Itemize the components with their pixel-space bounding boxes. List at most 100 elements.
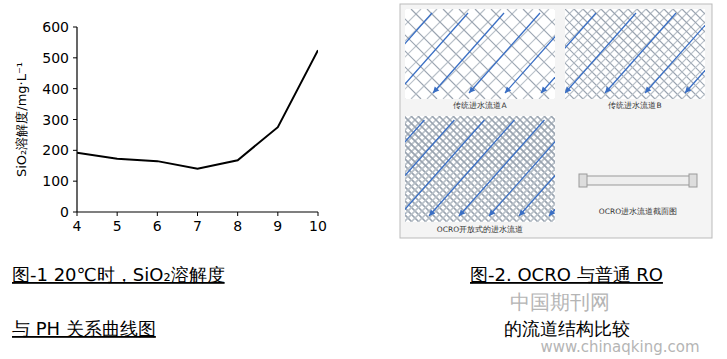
x-tick [277,212,278,216]
y-tick [73,119,77,120]
x-tick [77,212,78,216]
panel-label: OCRO进水流道截面图 [599,207,677,216]
arrow-head [433,87,439,93]
tube [579,174,697,187]
arrow-head [645,87,651,93]
panel-label: 传统进水流道A [453,101,507,110]
mesh-line [544,116,555,222]
y-tick [73,181,77,182]
mesh-line [551,116,555,222]
mesh-line [432,116,538,222]
flow-arrow [541,13,555,93]
mesh-line [418,116,524,222]
mesh-line [405,116,510,222]
y-tick-label: 200 [42,142,69,158]
mesh-line [405,9,453,99]
mesh-line [475,9,555,99]
mesh-line [502,116,555,222]
mesh-line [673,9,705,99]
mesh-line [491,9,555,99]
y-tick-label: 300 [42,112,69,128]
panel-label: OCRO开放式的进水流道 [437,225,523,234]
y-tick-label: 400 [42,81,69,97]
mesh-line [405,9,469,99]
x-tick-label: 8 [233,218,242,234]
flow-arrow [685,13,705,93]
x-tick [237,212,238,216]
mesh-line [405,116,510,222]
flow-arrow [405,120,424,216]
mesh-line [405,9,469,99]
flow-arrow [565,13,596,93]
x-tick-label: 4 [73,218,82,234]
arrow-head [405,210,406,216]
y-tick-label: 500 [42,50,69,66]
flow-arrow [549,120,555,216]
mesh-line [405,9,453,99]
tube-end [689,174,697,187]
x-tick-label: 7 [193,218,202,234]
mesh-line [664,9,705,99]
mesh-line [664,9,705,99]
flow-arrow [565,13,636,93]
panel [299,116,727,222]
mesh-line [474,116,555,222]
watermark: www.chinaqking.com [540,338,699,356]
plot-area [77,50,318,169]
flow-arrow [605,13,676,93]
arrow-head [505,87,511,93]
x-tick-label: 9 [273,218,282,234]
page: 456789100100200300400500600SiO₂溶解度/mg·L⁻… [0,0,727,359]
arrow-head [685,87,691,93]
arrow-head [519,210,525,216]
y-tick-label: 0 [60,204,69,220]
mesh-line [491,9,555,99]
mesh [405,116,555,222]
y-tick [73,150,77,151]
panel-bg [565,9,705,99]
mesh-line [439,116,545,222]
arrow-head [549,210,555,216]
mesh-line [474,116,555,222]
y-tick [73,212,77,213]
caption: 的流道结构比较 [504,318,630,339]
x-tick [197,212,198,216]
mesh [565,9,705,99]
mesh-line [544,116,555,222]
flow-arrow [469,13,540,93]
y-tick-label: 600 [42,19,69,35]
mesh-line [682,9,705,99]
panel-bg [405,9,555,99]
arrow-head [605,87,611,93]
arrow-head [489,210,495,216]
flow-arrow [489,120,555,216]
axes: 456789100100200300400500600 [42,19,327,234]
mesh-line [691,9,705,99]
panel [475,9,727,99]
mesh-line [516,116,555,222]
y-tick [73,57,77,58]
flow-arrow [505,13,555,93]
mesh-line [539,9,555,99]
y-tick [73,27,77,28]
x-tick [157,212,158,216]
x-tick-label: 10 [309,218,327,234]
caption: 图-2. OCRO 与普通 RO [470,264,663,285]
mesh-line [446,116,552,222]
data-line [77,50,318,169]
mesh-line [700,9,705,99]
mesh-line [537,116,555,222]
caption: 图-1 20℃时，SiO₂溶解度 [12,264,225,285]
arrow-head [469,87,475,93]
mesh-line [502,116,555,222]
x-tick [318,212,319,216]
mesh-line [432,116,538,222]
tube-end [579,174,587,187]
mesh-line [539,9,555,99]
mesh-line [516,116,555,222]
arrow-head [541,87,547,93]
flow-arrow [433,13,504,93]
flow-arrow [519,120,555,216]
mesh-line [475,9,555,99]
panel [315,9,725,99]
